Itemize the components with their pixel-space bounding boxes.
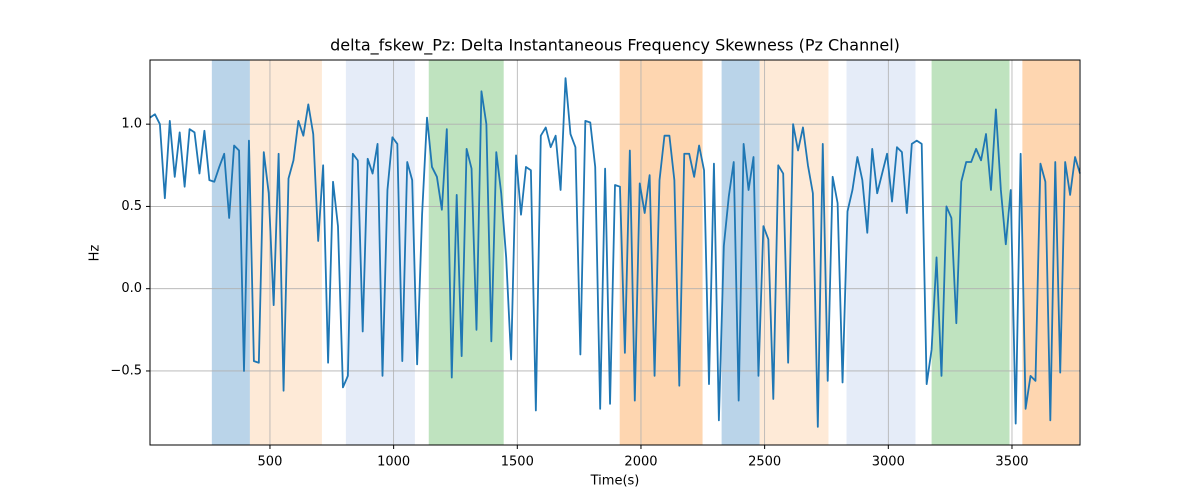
data-line bbox=[149, 77, 1081, 428]
x-tick-label: 1500 bbox=[501, 455, 534, 470]
shaded-span bbox=[211, 60, 250, 445]
chart-title: delta_fskew_Pz: Delta Instantaneous Freq… bbox=[330, 36, 900, 56]
x-tick-label: 2000 bbox=[624, 455, 657, 470]
y-tick-label: 0.0 bbox=[121, 281, 142, 296]
y-tick-label: −0.5 bbox=[110, 363, 142, 378]
x-axis-label: Time(s) bbox=[590, 474, 640, 489]
shaded-span bbox=[931, 60, 1010, 445]
x-tick-label: 3500 bbox=[995, 455, 1028, 470]
x-tick-label: 500 bbox=[258, 455, 283, 470]
axes-frame bbox=[149, 59, 1081, 446]
y-tick-label: 0.5 bbox=[121, 199, 142, 214]
shaded-span bbox=[846, 60, 916, 445]
y-tick-label: 1.0 bbox=[121, 117, 142, 132]
x-tick-label: 3000 bbox=[872, 455, 905, 470]
y-axis-label: Hz bbox=[88, 245, 103, 262]
x-tick-label: 2500 bbox=[748, 455, 781, 470]
shaded-span bbox=[428, 60, 504, 445]
x-tick-label: 1000 bbox=[377, 455, 410, 470]
